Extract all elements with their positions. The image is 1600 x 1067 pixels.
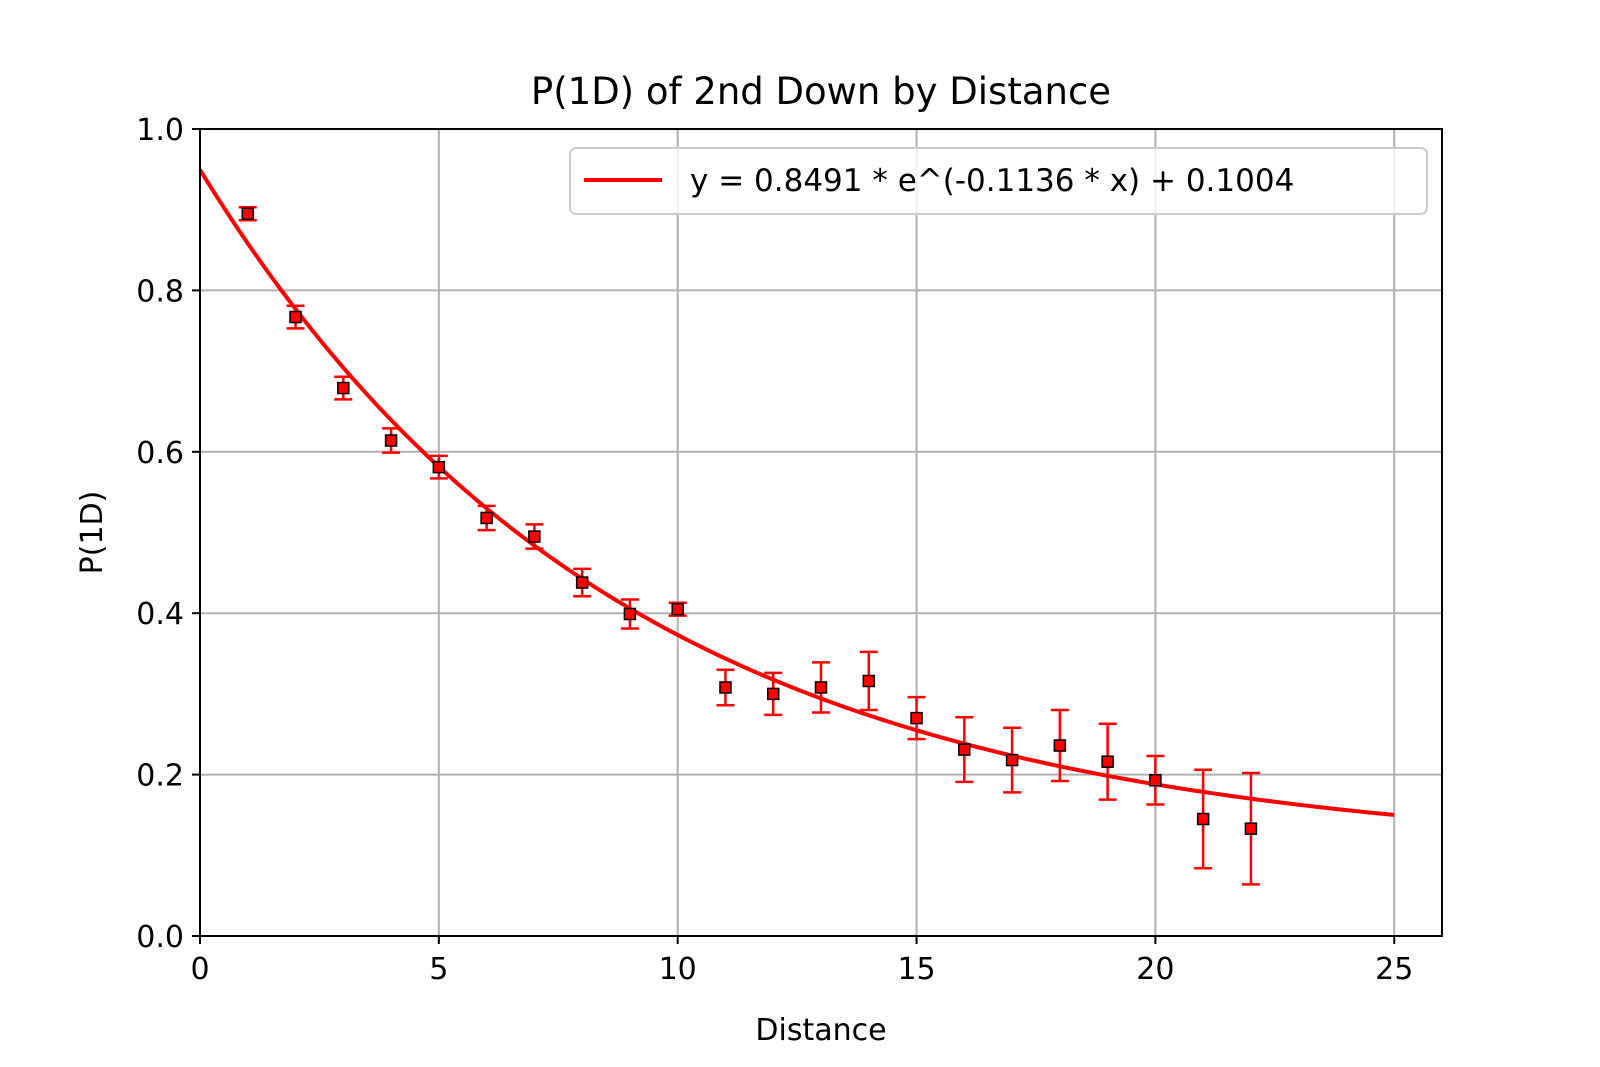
data-point	[238, 206, 257, 222]
grid	[199, 128, 1442, 937]
data-marker	[575, 576, 589, 589]
x-axis-label: Distance	[755, 1013, 886, 1048]
legend-label: y = 0.8491 * e^(-0.1136 * x) + 0.1004	[690, 163, 1294, 199]
data-marker	[958, 743, 971, 756]
data-point	[716, 668, 735, 707]
data-point	[1003, 726, 1022, 794]
data-point	[955, 716, 974, 784]
data-marker	[432, 460, 446, 474]
data-marker	[241, 207, 255, 220]
data-marker	[289, 310, 302, 324]
data-marker	[910, 711, 923, 725]
data-marker	[1101, 755, 1114, 768]
data-point	[764, 671, 783, 717]
data-marker	[384, 434, 398, 447]
data-point	[1194, 768, 1213, 870]
data-marker	[814, 681, 828, 694]
data-marker	[719, 681, 732, 694]
plot-area	[198, 168, 1395, 886]
data-point	[1050, 708, 1069, 783]
y-tick-label: 0.2	[136, 759, 184, 794]
data-point	[907, 695, 926, 741]
data-point	[334, 375, 353, 401]
data-marker	[766, 687, 780, 701]
data-point	[1241, 771, 1260, 886]
data-point	[1146, 754, 1165, 806]
data-marker	[671, 602, 684, 616]
y-tick-label: 1.0	[136, 113, 184, 148]
data-point	[620, 598, 639, 630]
data-marker	[337, 381, 350, 395]
data-marker	[862, 674, 876, 688]
y-axis-label: P(1D)	[75, 491, 110, 575]
data-marker	[1005, 753, 1019, 767]
data-marker	[1149, 773, 1162, 787]
data-marker	[480, 511, 493, 525]
data-point	[668, 601, 687, 617]
data-marker	[1244, 822, 1258, 835]
data-point	[812, 661, 830, 714]
x-tick-label: 25	[1375, 952, 1413, 987]
data-point	[1098, 722, 1117, 801]
data-point	[477, 504, 496, 532]
data-marker	[623, 607, 637, 621]
data-point	[382, 427, 401, 454]
chart-title: P(1D) of 2nd Down by Distance	[531, 70, 1111, 113]
data-marker	[528, 530, 541, 543]
data-point	[859, 650, 878, 712]
data-point	[429, 454, 448, 480]
y-tick-label: 0.8	[136, 274, 184, 309]
ticks: 0 5 10 15 20 25 0.0 0.2 0.4 0.6 0.8 1.0	[136, 113, 1413, 987]
x-tick-label: 0	[190, 952, 209, 987]
y-tick-label: 0.6	[136, 436, 184, 471]
x-tick-label: 5	[429, 952, 448, 987]
data-marker	[1196, 812, 1210, 826]
data-point	[573, 567, 592, 598]
y-tick-label: 0.4	[136, 597, 184, 632]
legend-box	[569, 147, 1428, 215]
data-point	[525, 523, 544, 550]
data-marker	[1053, 739, 1067, 752]
data-point	[286, 304, 305, 330]
x-tick-label: 20	[1136, 952, 1174, 987]
x-tick-label: 15	[897, 952, 935, 987]
x-tick-label: 10	[659, 952, 697, 987]
axes-frame	[199, 128, 1443, 937]
y-tick-label: 0.0	[136, 920, 184, 955]
legend: y = 0.8491 * e^(-0.1136 * x) + 0.1004	[569, 147, 1428, 215]
